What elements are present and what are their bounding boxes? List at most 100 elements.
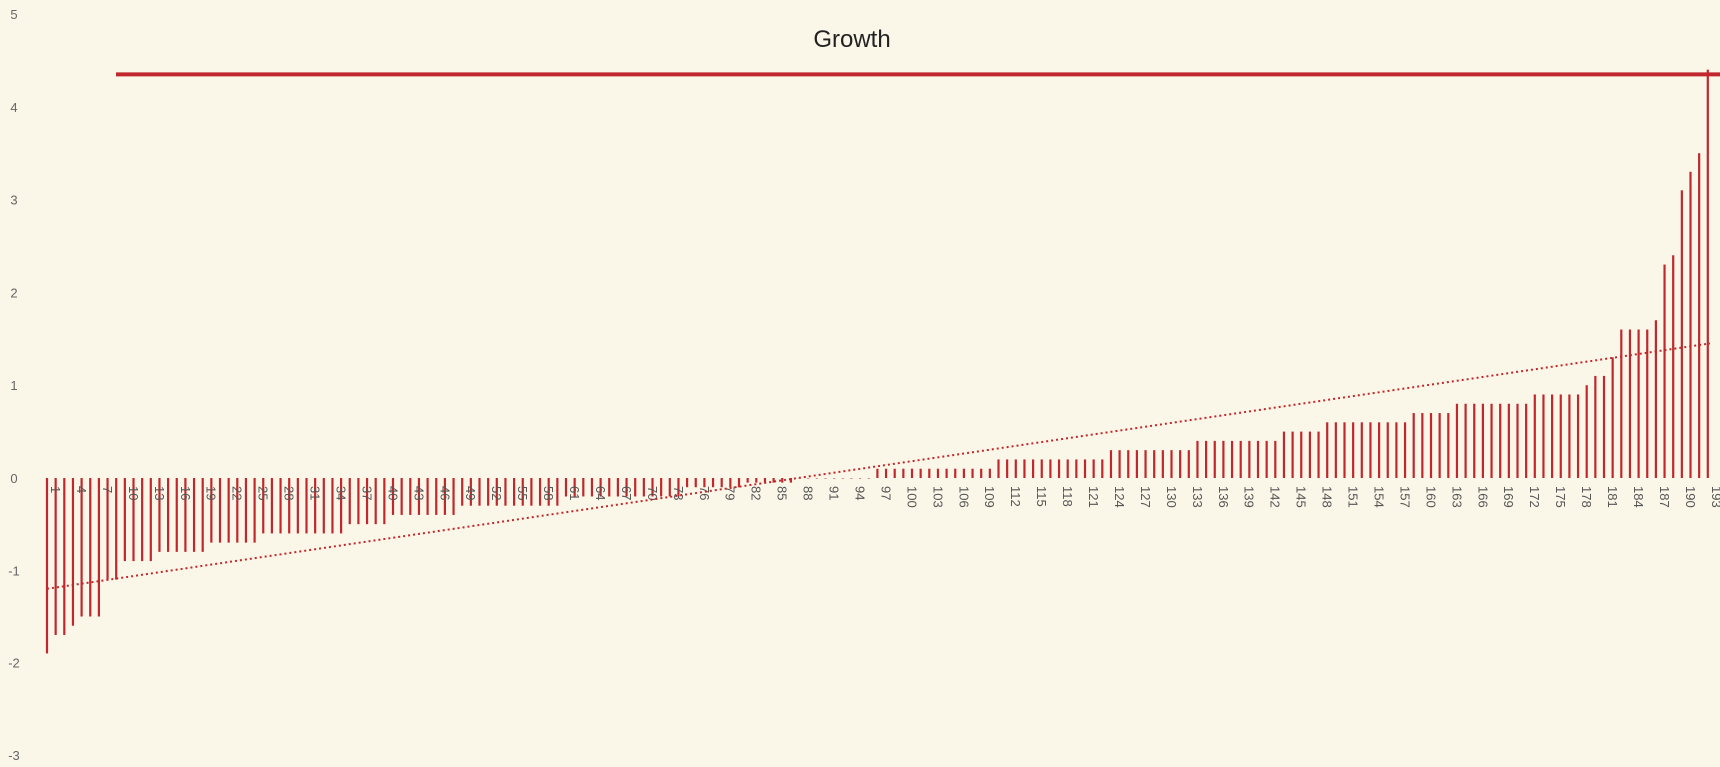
bar <box>305 478 308 534</box>
bar <box>1291 431 1294 478</box>
bar <box>1403 422 1407 478</box>
bar <box>192 478 196 552</box>
bar <box>469 478 472 506</box>
bar <box>495 478 498 506</box>
bar <box>1594 375 1597 478</box>
bar <box>850 478 853 479</box>
bar <box>936 468 940 478</box>
bar <box>218 478 222 543</box>
bar <box>651 478 654 497</box>
bar <box>945 468 948 478</box>
bar <box>1473 403 1476 478</box>
bar <box>1196 440 1199 478</box>
bar <box>1378 422 1381 478</box>
bar <box>538 478 542 506</box>
bar <box>400 478 403 515</box>
y-tick-label: -1 <box>8 563 20 578</box>
bar <box>1455 403 1459 478</box>
bar <box>270 478 273 534</box>
x-tick-label: 169 <box>1501 486 1516 508</box>
bar <box>1248 440 1251 478</box>
bar <box>1551 394 1554 478</box>
bar <box>1620 329 1623 478</box>
x-tick-label: 145 <box>1294 486 1309 508</box>
bar <box>1352 422 1355 478</box>
x-tick-label: 175 <box>1553 486 1568 508</box>
bar <box>833 478 836 479</box>
bar <box>331 478 334 534</box>
bar <box>262 478 265 534</box>
bar <box>1646 329 1649 478</box>
bar <box>513 478 516 506</box>
bar <box>824 478 827 479</box>
bar <box>1343 422 1346 478</box>
x-tick-label: 1 <box>48 486 63 493</box>
bar <box>1585 385 1588 478</box>
x-tick-label: 16 <box>178 486 193 500</box>
bar <box>590 478 594 497</box>
bar <box>1075 459 1078 478</box>
x-tick-label: 7 <box>100 486 115 493</box>
bar <box>1421 413 1424 478</box>
bar <box>893 468 896 478</box>
bar <box>1464 403 1467 478</box>
bar <box>634 478 637 497</box>
y-axis: -3 -2 -1 0 1 2 3 4 5 <box>8 7 20 763</box>
bar <box>997 459 1000 478</box>
bar <box>564 478 568 497</box>
x-tick-label: 157 <box>1397 486 1412 508</box>
bar <box>1429 413 1433 478</box>
bar <box>642 478 645 497</box>
x-tick-label: 133 <box>1190 486 1205 508</box>
bar <box>1490 403 1493 478</box>
x-tick-label: 91 <box>827 486 842 500</box>
bar <box>71 478 75 626</box>
bar <box>1481 403 1484 478</box>
bar <box>1499 403 1502 478</box>
x-tick-label: 94 <box>852 486 867 500</box>
x-tick-label: 73 <box>671 486 686 500</box>
bar <box>80 478 83 617</box>
bar <box>426 478 429 515</box>
bar <box>1412 413 1415 478</box>
bar <box>720 478 723 488</box>
bar <box>123 478 126 562</box>
bar <box>1663 264 1666 478</box>
bar <box>1369 422 1372 478</box>
x-tick-label: 19 <box>204 486 219 500</box>
x-tick-label: 181 <box>1605 486 1620 508</box>
x-tick-label: 121 <box>1086 486 1101 508</box>
bar <box>556 478 559 506</box>
x-tick-label: 13 <box>152 486 167 500</box>
bar <box>1256 440 1260 478</box>
bar <box>461 478 464 506</box>
bar <box>1092 459 1095 478</box>
trend-line <box>46 342 1711 590</box>
bar <box>504 478 507 506</box>
bar <box>435 478 438 515</box>
bar <box>1153 450 1156 478</box>
bar <box>660 478 663 497</box>
bar <box>1438 413 1441 478</box>
bar <box>1109 450 1113 478</box>
bar <box>1568 394 1571 478</box>
bar <box>703 478 706 488</box>
x-tick-label: 178 <box>1579 486 1594 508</box>
x-tick-label: 97 <box>878 486 893 500</box>
x-tick-label: 172 <box>1527 486 1542 508</box>
y-tick-label: 5 <box>10 7 17 22</box>
x-tick-label: 151 <box>1346 486 1361 508</box>
bar <box>962 468 965 478</box>
bar <box>1672 255 1675 478</box>
x-tick-label: 61 <box>567 486 582 500</box>
bar <box>781 478 784 483</box>
bar <box>158 478 161 552</box>
x-tick-label: 109 <box>982 486 997 508</box>
bar <box>54 478 57 635</box>
x-tick-label: 127 <box>1138 486 1153 508</box>
x-tick-label: 49 <box>463 486 478 500</box>
x-tick-label: 70 <box>645 486 660 500</box>
bar <box>1602 375 1606 478</box>
bar <box>1628 329 1632 478</box>
